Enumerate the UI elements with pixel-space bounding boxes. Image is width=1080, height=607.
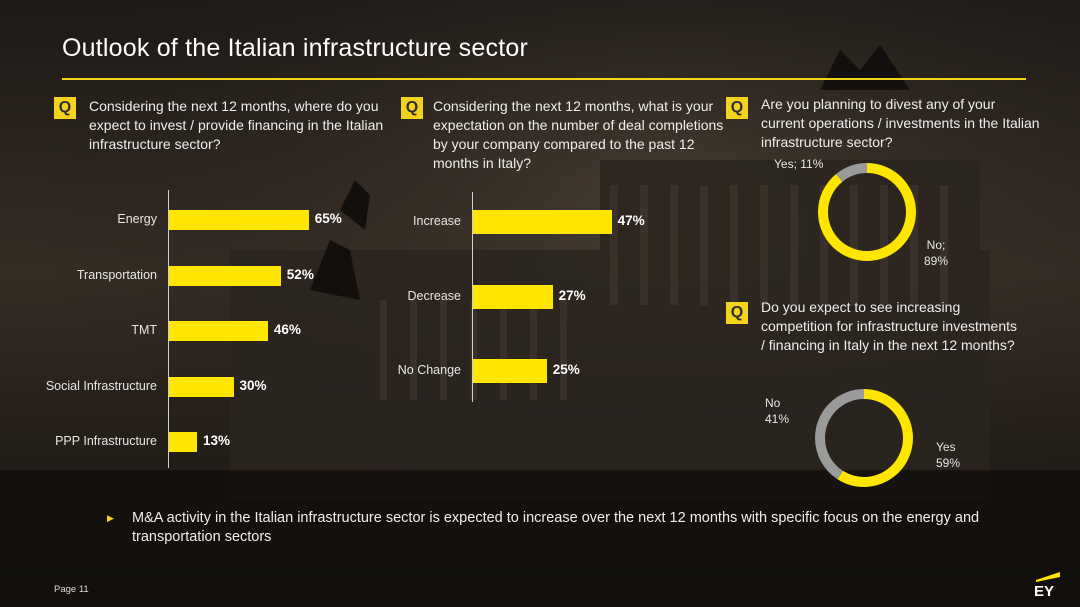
bar-value-label: 27% <box>558 287 586 303</box>
bar-value-label: 25% <box>552 362 580 377</box>
competition-no-label-line2: 41% <box>765 412 790 426</box>
question-invest: Considering the next 12 months, where do… <box>89 98 384 152</box>
bar-category-label: Decrease <box>407 288 462 303</box>
question-badge-invest: Q <box>54 97 76 119</box>
question-divest: Are you planning to divest any of your c… <box>761 96 1040 150</box>
bar <box>169 210 309 230</box>
question-deals: Considering the next 12 months, what is … <box>433 98 724 171</box>
competition-yes-label: Yes 59% <box>936 439 960 471</box>
question-badge-competition: Q <box>726 302 748 324</box>
bar <box>473 210 612 234</box>
svg-text:EY: EY <box>1034 583 1054 598</box>
bar-category-label: Transportation <box>76 267 157 282</box>
bar <box>473 284 553 309</box>
competition-no-label: No 41% <box>765 395 789 427</box>
bar-category-label: Increase <box>413 214 461 228</box>
divest-donut-chart <box>818 163 916 261</box>
donut-slice <box>818 163 916 261</box>
question-badge-divest: Q <box>726 97 748 119</box>
bar-category-label: Social Infrastructure <box>45 378 157 393</box>
bar-value-label: 65% <box>314 211 342 226</box>
bar <box>473 359 547 383</box>
donut-slice <box>815 389 913 487</box>
page-title: Outlook of the Italian infrastructure se… <box>62 34 528 62</box>
bar-category-label: TMT <box>131 323 157 337</box>
competition-yes-label-line1: Yes <box>936 440 956 454</box>
competition-no-label-line1: No <box>765 396 781 410</box>
donut-slice <box>818 163 916 261</box>
bar-category-label: No Change <box>397 363 461 377</box>
bar-category-label: PPP Infrastructure <box>55 434 157 448</box>
bar <box>169 265 281 286</box>
competition-donut-chart <box>815 389 913 487</box>
bar <box>169 376 234 397</box>
bar-value-label: 13% <box>202 433 230 448</box>
divest-no-label-line1: No; <box>926 238 946 252</box>
bar <box>169 321 268 341</box>
divest-no-label: No; 89% <box>924 237 948 269</box>
bar-category-label: Energy <box>117 212 157 226</box>
key-finding-text: M&A activity in the Italian infrastructu… <box>132 510 980 545</box>
bar-value-label: 46% <box>273 322 301 337</box>
bar-value-label: 52% <box>286 266 314 282</box>
bar-value-label: 30% <box>239 377 267 393</box>
ey-logo: EY <box>1034 572 1060 598</box>
bar-axis <box>472 192 473 402</box>
competition-yes-label-line2: 59% <box>936 456 961 470</box>
bar-value-label: 47% <box>617 213 645 228</box>
question-competition: Do you expect to see increasing competit… <box>761 299 1017 353</box>
bar <box>169 432 197 452</box>
bar-axis <box>168 190 169 468</box>
page-number: Page 11 <box>54 584 89 595</box>
title-divider <box>62 78 1026 80</box>
divest-yes-label: Yes; 11% <box>774 157 824 171</box>
divest-no-label-line2: 89% <box>924 254 949 268</box>
question-badge-deals: Q <box>401 97 423 119</box>
bullet-arrow-icon: ▶ <box>107 513 114 523</box>
